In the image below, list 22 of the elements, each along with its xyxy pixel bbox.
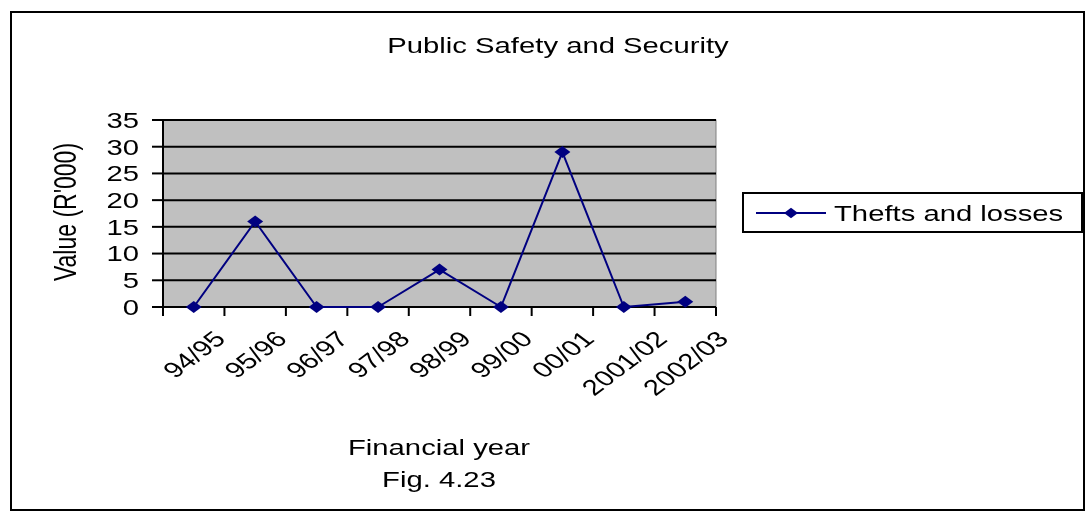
point	[615, 301, 632, 313]
point	[308, 301, 325, 313]
y-tick-label: 30	[106, 135, 139, 159]
point	[492, 301, 509, 313]
legend-label: Thefts and losses	[834, 201, 1064, 226]
y-tick-label: 35	[106, 108, 139, 133]
point	[431, 263, 448, 276]
point	[185, 301, 202, 313]
caption: Fig. 4.23	[382, 467, 496, 492]
chart-title: Public Safety and Security	[387, 33, 729, 58]
y-tick-label: 10	[106, 241, 139, 266]
y-tick-label: 5	[122, 268, 139, 293]
y-axis-title: Value (R'000)	[48, 142, 83, 282]
y-tick-label: 25	[106, 161, 139, 186]
y-tick-label: 0	[122, 295, 139, 320]
point	[554, 146, 571, 159]
y-tick-label: 20	[106, 188, 139, 213]
point	[370, 301, 387, 313]
y-tick-label: 15	[106, 215, 139, 240]
point	[677, 295, 694, 308]
x-axis-title: Financial year	[347, 435, 531, 460]
point	[247, 215, 264, 228]
